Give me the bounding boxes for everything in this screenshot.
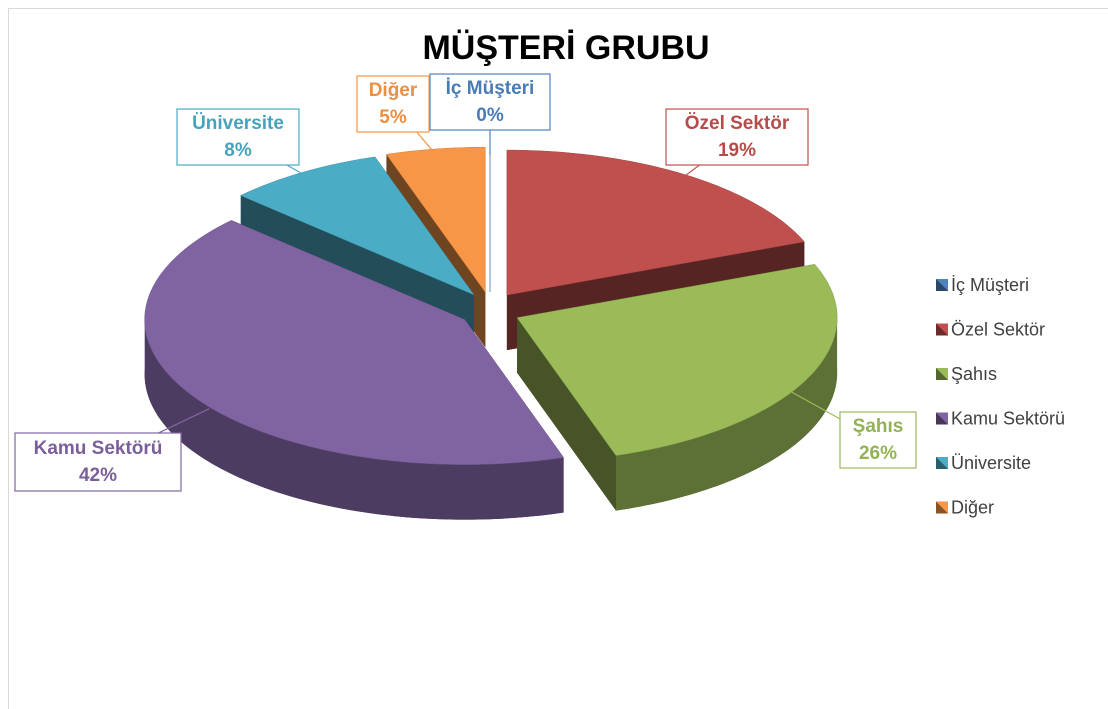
chart-frame xyxy=(8,8,1108,709)
callout-box xyxy=(176,108,300,166)
slice xyxy=(516,264,838,511)
legend-swatch-shade xyxy=(936,368,948,380)
callout-box xyxy=(665,108,809,166)
legend-swatch-shade xyxy=(936,323,948,336)
data-label: 0% xyxy=(476,105,504,126)
slice-cut-wall xyxy=(517,317,616,511)
callout-box xyxy=(429,73,551,131)
data-label: 19% xyxy=(718,140,756,161)
data-label: 8% xyxy=(224,140,252,161)
data-label-name: Üniversite xyxy=(192,113,284,134)
data-label: 26% xyxy=(859,443,897,464)
legend-swatch-shade xyxy=(936,457,948,469)
data-label-name: Kamu Sektörü xyxy=(34,438,163,459)
legend-label: Şahıs xyxy=(951,364,997,384)
chart-title: MÜŞTERİ GRUBU xyxy=(422,29,709,67)
slice-top xyxy=(385,146,486,293)
legend-label: Kamu Sektörü xyxy=(951,408,1065,428)
legend-label: Diğer xyxy=(951,497,994,517)
legend-swatch-shade xyxy=(936,279,948,291)
callout-box xyxy=(14,432,182,492)
data-label: 5% xyxy=(379,107,407,128)
callout-box xyxy=(356,75,430,133)
data-label-name: Şahıs xyxy=(853,416,904,437)
legend-swatch-shade xyxy=(936,412,948,425)
legend-label: İç Müşteri xyxy=(951,275,1029,295)
legend-label: Özel Sektör xyxy=(951,319,1045,339)
slice-side xyxy=(616,317,838,511)
slice xyxy=(144,220,565,520)
slice-side xyxy=(144,319,564,520)
data-label-name: Özel Sektör xyxy=(685,113,790,134)
legend-label: Üniversite xyxy=(951,453,1031,473)
callout-box xyxy=(839,411,917,469)
data-label: 42% xyxy=(79,465,117,486)
slice-top xyxy=(144,220,565,465)
data-label-name: Diğer xyxy=(369,80,418,101)
legend-swatch-shade xyxy=(936,501,948,514)
slice-top xyxy=(516,264,838,456)
data-label-name: İç Müşteri xyxy=(446,78,535,99)
slice-top xyxy=(240,156,475,296)
